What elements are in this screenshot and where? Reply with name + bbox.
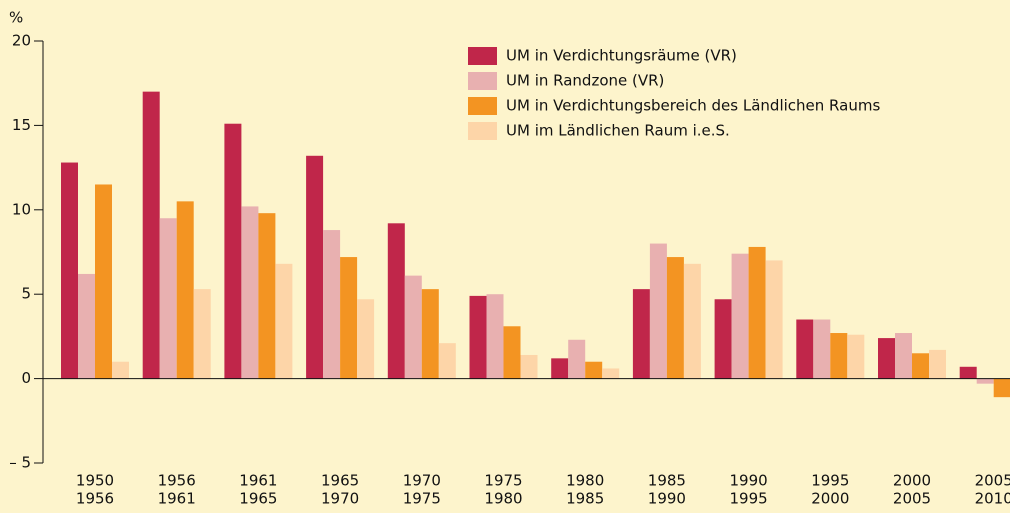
bar — [551, 358, 569, 379]
bar — [503, 326, 521, 379]
bar — [275, 263, 293, 379]
x-tick-label: 1965 — [321, 472, 359, 490]
bar — [929, 349, 946, 379]
bar — [632, 289, 650, 379]
x-tick-label: 1985 — [566, 490, 604, 508]
bar — [878, 338, 895, 379]
bar — [258, 213, 276, 379]
x-tick-label: 1950 — [76, 472, 114, 490]
x-tick-label: 2000 — [893, 472, 931, 490]
x-tick-label: 1995 — [811, 472, 849, 490]
bar — [602, 368, 620, 379]
x-tick-label: 1980 — [484, 490, 522, 508]
x-tick-label: 2005 — [893, 490, 931, 508]
x-tick-label: 1961 — [158, 490, 196, 508]
legend-swatch — [468, 97, 497, 115]
y-tick-label: 10 — [12, 200, 31, 218]
bar — [649, 243, 667, 379]
x-tick-label: 1990 — [648, 490, 686, 508]
bar — [112, 361, 129, 379]
bar — [731, 253, 749, 379]
x-tick-label: 1956 — [76, 490, 114, 508]
x-tick-label: 1970 — [403, 472, 441, 490]
x-tick-label: 1995 — [730, 490, 768, 508]
legend-swatch — [468, 122, 497, 140]
legend-label: UM in Randzone (VR) — [506, 72, 664, 90]
x-tick-label: 1961 — [239, 472, 277, 490]
legend-label: UM in Verdichtungsbereich des Ländlichen… — [506, 97, 880, 115]
bar — [486, 294, 504, 379]
bar — [912, 353, 929, 379]
bar — [95, 184, 112, 379]
bar — [830, 333, 848, 379]
bar — [847, 334, 865, 379]
bar — [469, 295, 487, 379]
bar — [568, 339, 586, 379]
bar — [357, 299, 375, 379]
x-tick-label: 1975 — [403, 490, 441, 508]
bar — [976, 378, 994, 384]
bar — [895, 333, 912, 379]
bar — [404, 275, 422, 379]
bar — [520, 354, 538, 379]
bar — [765, 260, 783, 379]
legend-label: UM in Verdichtungsräume (VR) — [506, 47, 737, 65]
legend-swatch — [468, 47, 497, 65]
legend-label: UM im Ländlichen Raum i.e.S. — [506, 122, 730, 140]
bar — [585, 361, 603, 379]
bar — [241, 206, 259, 379]
y-tick-label: 20 — [12, 32, 31, 50]
bar — [306, 155, 324, 379]
bar — [224, 123, 242, 379]
bar — [61, 162, 78, 379]
bar — [683, 263, 701, 379]
bar — [176, 201, 194, 379]
y-tick-label: 5 — [21, 285, 31, 303]
bar — [78, 273, 95, 379]
bar — [993, 378, 1010, 398]
x-tick-label: 1985 — [648, 472, 686, 490]
bar — [323, 230, 341, 379]
y-tick-label: 15 — [12, 116, 31, 134]
bar — [340, 257, 358, 379]
bar — [748, 246, 766, 379]
bar — [813, 319, 831, 379]
bar — [796, 319, 814, 379]
bar — [387, 223, 405, 379]
bar — [438, 343, 456, 379]
x-tick-label: 1990 — [730, 472, 768, 490]
y-tick-label: – 5 — [9, 454, 31, 472]
x-tick-label: 1975 — [484, 472, 522, 490]
x-tick-label: 2010 — [975, 490, 1010, 508]
unit-label: % — [9, 9, 23, 27]
x-tick-label: 1956 — [158, 472, 196, 490]
y-tick-label: 0 — [21, 369, 31, 387]
x-tick-label: 2005 — [975, 472, 1010, 490]
bar — [159, 218, 177, 379]
x-tick-label: 1965 — [239, 490, 277, 508]
bar — [666, 257, 684, 379]
x-tick-label: 2000 — [811, 490, 849, 508]
bar — [193, 289, 211, 379]
x-tick-label: 1980 — [566, 472, 604, 490]
bar — [714, 299, 732, 379]
bar — [142, 91, 160, 379]
x-tick-label: 1970 — [321, 490, 359, 508]
legend-swatch — [468, 72, 497, 90]
bar — [421, 289, 439, 379]
bar — [959, 366, 977, 379]
